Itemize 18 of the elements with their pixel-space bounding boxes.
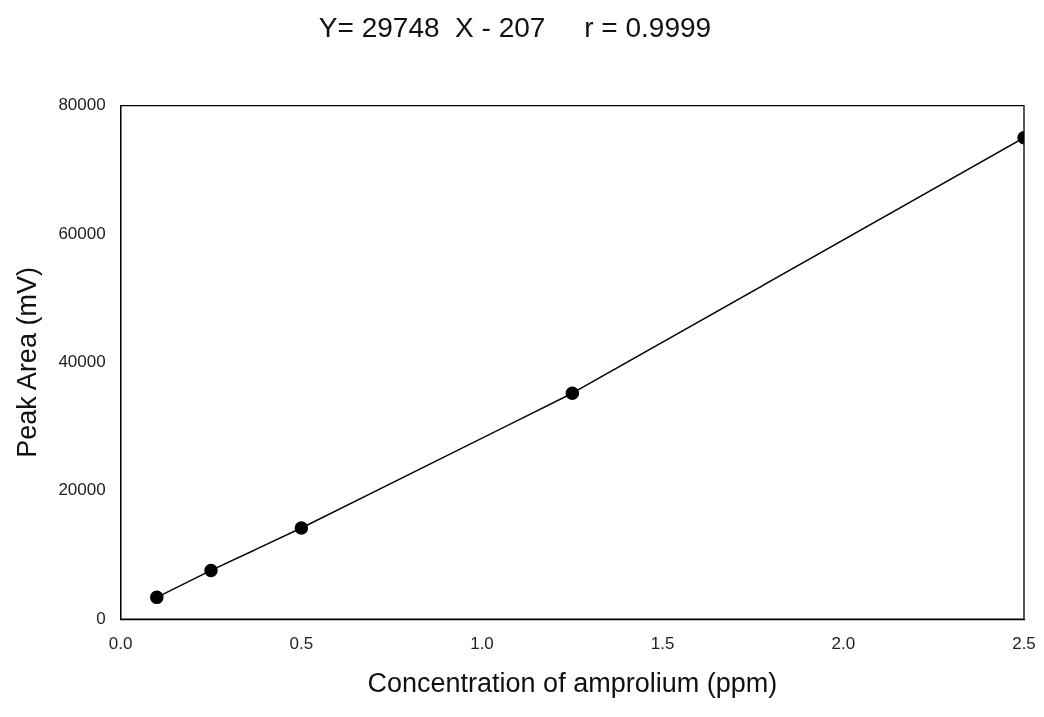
- y-axis-title: Peak Area (mV): [11, 267, 42, 458]
- chart-title: Y= 29748 X - 207 r = 0.9999: [318, 11, 712, 43]
- point: [204, 563, 218, 578]
- x-tick-label: 1.0: [470, 634, 494, 654]
- x-tick-label: 0.0: [108, 634, 133, 654]
- point: [294, 521, 309, 535]
- y-tick-label: 20000: [58, 480, 106, 500]
- point: [565, 386, 580, 400]
- y-tick-label: 0: [96, 608, 106, 628]
- x-tick-label: 2.5: [1012, 634, 1036, 654]
- x-tick-label: 0.5: [289, 634, 314, 654]
- x-tick-label: 2.0: [831, 634, 856, 654]
- y-tick-label: 40000: [58, 352, 106, 372]
- y-tick-label: 80000: [58, 95, 106, 115]
- y-tick-label: 60000: [58, 223, 106, 243]
- point: [150, 590, 164, 605]
- x-tick-label: 1.5: [650, 634, 675, 654]
- x-axis-title: Concentration of amprolium (ppm): [367, 668, 778, 699]
